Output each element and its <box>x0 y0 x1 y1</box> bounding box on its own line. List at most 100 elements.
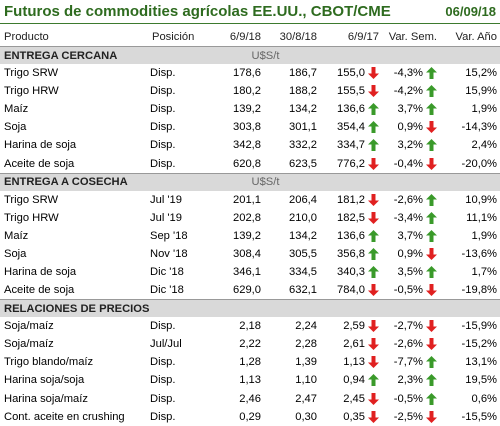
position: Disp. <box>150 67 176 80</box>
table-row: Maíz Disp. 139,2 134,2 136,6 3,7% 1,9% <box>0 100 500 118</box>
arrow-up-icon <box>368 374 379 387</box>
weekly-change: -0,4% <box>393 157 423 170</box>
product-name: Harina soja/maíz <box>4 392 88 405</box>
table-row: Soja/maíz Disp. 2,18 2,24 2,59 -2,7% -15,9% <box>0 317 500 335</box>
price-current: 342,8 <box>233 139 261 152</box>
weekly-change: 3,2% <box>397 139 424 152</box>
arrow-down-icon <box>368 356 379 369</box>
arrow-down-icon <box>368 338 379 351</box>
price-prev-week: 2,24 <box>295 320 317 333</box>
section-title: RELACIONES DE PRECIOS <box>0 299 214 318</box>
price-prev-year: 2,61 <box>343 338 365 351</box>
column-header-product: Producto <box>0 28 148 47</box>
column-header-yearly-change: Var. Año <box>440 28 500 47</box>
position: Disp. <box>150 356 176 369</box>
table-body: ENTREGA CERCANA U$S/t Trigo SRW Disp. 178,6 1… <box>0 46 500 426</box>
yearly-change: 15,2% <box>465 67 497 80</box>
product-name: Aceite de soja <box>4 157 75 170</box>
price-prev-year: 356,8 <box>337 247 365 260</box>
arrow-down-icon <box>368 284 379 297</box>
position: Disp. <box>150 157 176 170</box>
price-current: 1,28 <box>239 356 261 369</box>
table-row: Harina de soja Disp. 342,8 332,2 334,7 3,2% 2,… <box>0 136 500 154</box>
table-row: Trigo SRW Jul '19 201,1 206,4 181,2 -2,6% 10,9… <box>0 191 500 209</box>
yearly-change: -15,2% <box>461 338 497 351</box>
arrow-up-icon <box>368 229 379 242</box>
arrow-down-icon <box>426 121 437 134</box>
table-row: Soja Disp. 303,8 301,1 354,4 0,9% -14,3% <box>0 118 500 136</box>
position: Dic '18 <box>150 284 184 297</box>
yearly-change: 13,1% <box>465 356 497 369</box>
section-header: RELACIONES DE PRECIOS <box>0 299 500 318</box>
price-prev-week: 1,39 <box>295 356 317 369</box>
arrow-down-icon <box>368 157 379 170</box>
price-current: 620,8 <box>233 157 261 170</box>
price-current: 2,18 <box>239 320 261 333</box>
product-name: Maíz <box>4 103 29 116</box>
section-unit: U$S/t <box>251 176 280 189</box>
yearly-change: 19,5% <box>465 374 497 387</box>
yearly-change: 10,9% <box>465 193 497 206</box>
position: Disp. <box>150 320 176 333</box>
yearly-change: 15,9% <box>465 85 497 98</box>
table-row: Maíz Sep '18 139,2 134,2 136,6 3,7% 1,9% <box>0 227 500 245</box>
product-name: Soja/maíz <box>4 320 54 333</box>
price-prev-week: 134,2 <box>289 103 317 116</box>
yearly-change: 1,9% <box>471 103 498 116</box>
section-header: ENTREGA A COSECHA U$S/t <box>0 172 500 191</box>
price-prev-year: 0,35 <box>343 410 365 423</box>
yearly-change: -15,9% <box>461 320 497 333</box>
arrow-up-icon <box>426 193 437 206</box>
column-header-row: Producto Posición 6/9/18 30/8/18 6/9/17 … <box>0 28 500 47</box>
weekly-change: 3,7% <box>397 103 424 116</box>
position: Disp. <box>150 103 176 116</box>
price-current: 303,8 <box>233 121 261 134</box>
position: Disp. <box>150 392 176 405</box>
position: Dic '18 <box>150 265 184 278</box>
price-current: 2,46 <box>239 392 261 405</box>
yearly-change: 1,7% <box>471 265 498 278</box>
table-row: Trigo SRW Disp. 178,6 186,7 155,0 -4,3% 15,2% <box>0 64 500 82</box>
weekly-change: -4,3% <box>393 67 423 80</box>
product-name: Harina de soja <box>4 139 77 152</box>
yearly-change: -15,5% <box>461 410 497 423</box>
price-prev-year: 1,13 <box>343 356 365 369</box>
product-name: Cont. aceite en crushing <box>4 410 125 423</box>
page-title: Futuros de commodities agrícolas EE.UU.,… <box>4 3 391 20</box>
weekly-change: 2,3% <box>397 374 424 387</box>
price-current: 2,22 <box>239 338 261 351</box>
arrow-down-icon <box>426 157 437 170</box>
price-prev-week: 0,30 <box>295 410 317 423</box>
arrow-up-icon <box>426 85 437 98</box>
table-row: Trigo HRW Jul '19 202,8 210,0 182,5 -3,4% 11,1… <box>0 209 500 227</box>
product-name: Harina de soja <box>4 265 77 278</box>
weekly-change: 0,9% <box>397 121 424 134</box>
arrow-down-icon <box>368 67 379 80</box>
product-name: Soja/maíz <box>4 338 54 351</box>
section-unit: U$S/t <box>251 49 280 62</box>
price-prev-year: 2,59 <box>343 320 365 333</box>
column-header-date2: 30/8/18 <box>264 28 320 47</box>
position: Disp. <box>150 410 176 423</box>
arrow-down-icon <box>368 193 379 206</box>
weekly-change: -7,7% <box>393 356 423 369</box>
price-prev-week: 632,1 <box>289 284 317 297</box>
price-prev-year: 155,0 <box>337 67 365 80</box>
product-name: Trigo HRW <box>4 85 59 98</box>
arrow-down-icon <box>426 338 437 351</box>
price-current: 0,29 <box>239 410 261 423</box>
product-name: Trigo SRW <box>4 193 59 206</box>
position: Disp. <box>150 374 176 387</box>
column-header-weekly-change: Var. Sem. <box>382 28 440 47</box>
arrow-up-icon <box>426 265 437 278</box>
futures-table: Producto Posición 6/9/18 30/8/18 6/9/17 … <box>0 28 500 426</box>
arrow-up-icon <box>368 139 379 152</box>
weekly-change: -0,5% <box>393 284 423 297</box>
column-header-date3: 6/9/17 <box>320 28 382 47</box>
section-title: ENTREGA CERCANA <box>0 46 214 64</box>
price-prev-week: 305,5 <box>289 247 317 260</box>
yearly-change: 1,9% <box>471 229 498 242</box>
price-prev-year: 340,3 <box>337 265 365 278</box>
arrow-up-icon <box>426 374 437 387</box>
price-current: 180,2 <box>233 85 261 98</box>
